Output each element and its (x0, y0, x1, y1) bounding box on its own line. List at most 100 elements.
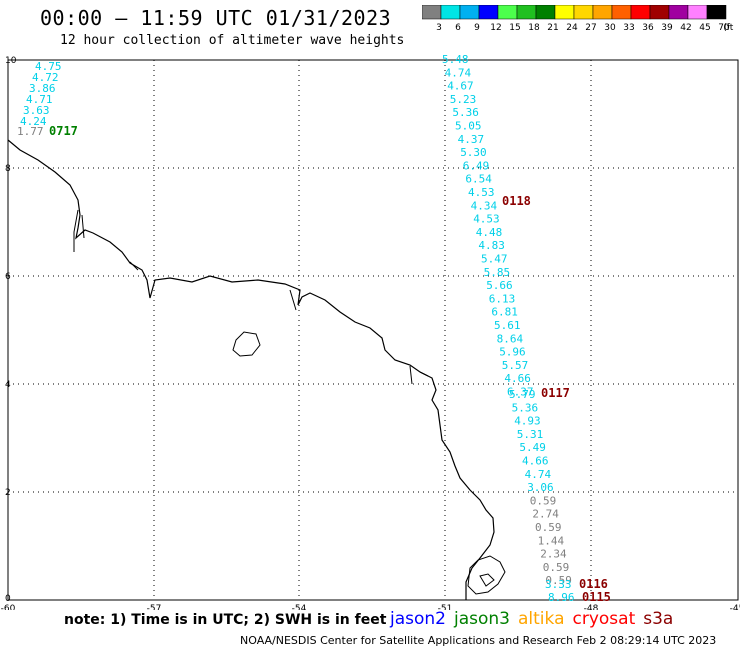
wave-height-value: 0.59 (530, 494, 557, 507)
wave-height-value: 4.71 (26, 93, 53, 106)
wave-height-value: 5.05 (455, 120, 482, 133)
wave-height-value: 5.36 (452, 106, 479, 119)
color-scale-label: 6 (455, 23, 461, 33)
color-scale-label: 12 (490, 23, 501, 33)
color-scale-label: 36 (642, 23, 654, 33)
wave-height-value: 0.59 (535, 521, 562, 534)
altimeter-map: -60-57-54-51-48-450246810 4.754.723.864.… (1, 53, 740, 610)
wave-height-value: 2.34 (540, 548, 567, 561)
satellite-legend: jason2 jason3 altika cryosat s3a (390, 609, 681, 629)
wave-height-value: 4.53 (468, 186, 495, 199)
pass-time-label: 0115 (582, 590, 611, 604)
wave-height-value: 5.30 (460, 146, 487, 159)
legend-item-cryosat: cryosat (572, 609, 636, 629)
y-tick-label: 10 (5, 56, 17, 66)
small-island (479, 573, 495, 587)
color-scale-label: 15 (509, 23, 520, 33)
color-scale-label: 27 (585, 23, 596, 33)
wave-height-value: 5.49 (519, 441, 546, 454)
wave-height-value: 5.48 (442, 53, 469, 66)
wave-height-value: 6.49 (463, 159, 490, 172)
wave-height-value: 4.72 (32, 71, 59, 84)
wave-height-value: 4.66 (522, 455, 549, 468)
color-scale-unit: (ft) (723, 23, 734, 33)
color-scale-label: 24 (566, 23, 578, 33)
color-swatch (706, 5, 727, 20)
island-marajo (467, 555, 506, 595)
color-scale-label: 45 (699, 23, 710, 33)
color-scale-label: 9 (474, 23, 480, 33)
wave-height-value: 4.24 (20, 115, 47, 128)
y-tick-label: 0 (5, 594, 11, 604)
wave-height-value: 2.74 (532, 508, 559, 521)
wave-height-value: 4.53 (473, 213, 500, 226)
color-scale-label: 3 (436, 23, 442, 33)
wave-height-value: 6.81 (491, 306, 518, 319)
wave-height-value: 5.96 (499, 346, 526, 359)
wave-height-value: 5.31 (517, 428, 544, 441)
wave-height-value: 6.13 (489, 292, 516, 305)
wave-height-value: 6.37 (507, 386, 534, 399)
coastline (7, 139, 506, 600)
color-scale-label: 70 (718, 23, 730, 33)
map-subtitle: 12 hour collection of altimeter wave hei… (60, 33, 405, 48)
wave-height-value: 1.44 (538, 534, 565, 547)
color-scale-label: 39 (661, 23, 673, 33)
wave-height-value: 6.54 (465, 173, 492, 186)
mainland-coastline (7, 139, 495, 600)
wave-height-value: 0.59 (545, 574, 572, 587)
wave-height-value: 8.64 (497, 332, 524, 345)
y-tick-label: 6 (5, 272, 11, 282)
y-tick-label: 2 (5, 488, 11, 498)
legend-item-s3a: s3a (643, 609, 674, 629)
map-title: 00:00 – 11:59 UTC 01/31/2023 (40, 6, 392, 30)
wave-height-value: 3.86 (29, 82, 56, 95)
wave-height-value: 5.79 (509, 388, 536, 401)
inland-lake (232, 331, 261, 357)
wave-height-value: 4.83 (478, 239, 505, 252)
wave-height-value: 5.85 (484, 266, 511, 279)
x-tick-label: -45 (730, 604, 740, 610)
satellite-tracks: 4.754.723.864.713.634.241.77 07175.484.74… (17, 53, 611, 604)
x-tick-label: -48 (584, 604, 599, 610)
wave-height-value: 3.63 (23, 104, 50, 117)
wave-height-value: 1.77 (17, 125, 44, 138)
color-scale-label: 42 (680, 23, 691, 33)
pass-time-label: 0118 (502, 194, 531, 208)
legend-item-jason3: jason3 (454, 609, 510, 629)
wave-height-value: 0.59 (543, 561, 570, 574)
x-tick-label: -57 (147, 604, 162, 610)
credit-line: NOAA/NESDIS Center for Satellite Applica… (240, 634, 717, 647)
graticule-grid (8, 60, 738, 598)
color-scale-label: 30 (604, 23, 616, 33)
legend-item-jason2: jason2 (390, 609, 446, 629)
wave-height-value: 4.48 (476, 226, 503, 239)
pass-time-label: 0116 (579, 577, 608, 591)
wave-height-value: 5.23 (450, 93, 477, 106)
wave-height-value: 4.93 (514, 415, 541, 428)
legend-item-altika: altika (518, 609, 565, 629)
x-tick-label: -60 (1, 604, 16, 610)
color-scale-label: 33 (623, 23, 634, 33)
pass-time-label: 0117 (541, 386, 570, 400)
wave-height-value: 5.47 (481, 253, 508, 266)
wave-height-value: 4.34 (471, 199, 498, 212)
x-tick-label: -51 (438, 604, 453, 610)
wave-height-value: 4.74 (525, 468, 552, 481)
wave-height-value: 5.61 (494, 319, 521, 332)
wave-height-value: 8.96 (548, 591, 575, 604)
wave-height-value: 3.06 (527, 481, 554, 494)
x-tick-label: -54 (292, 604, 307, 610)
y-tick-label: 8 (5, 164, 11, 174)
color-scale-label: 18 (528, 23, 540, 33)
wave-height-value: 4.66 (504, 372, 531, 385)
wave-height-value: 5.66 (486, 279, 513, 292)
wave-height-value: 4.75 (35, 60, 62, 73)
y-tick-label: 4 (5, 380, 11, 390)
estuary-inlet (73, 209, 429, 385)
wave-height-value: 5.57 (502, 359, 529, 372)
wave-height-value: 3.33 (545, 578, 572, 591)
wave-height-value: 4.67 (447, 80, 474, 93)
axis-tick-labels: -60 -57 -54 -51 -48 -45 0 2 4 6 8 10 (1, 56, 740, 610)
